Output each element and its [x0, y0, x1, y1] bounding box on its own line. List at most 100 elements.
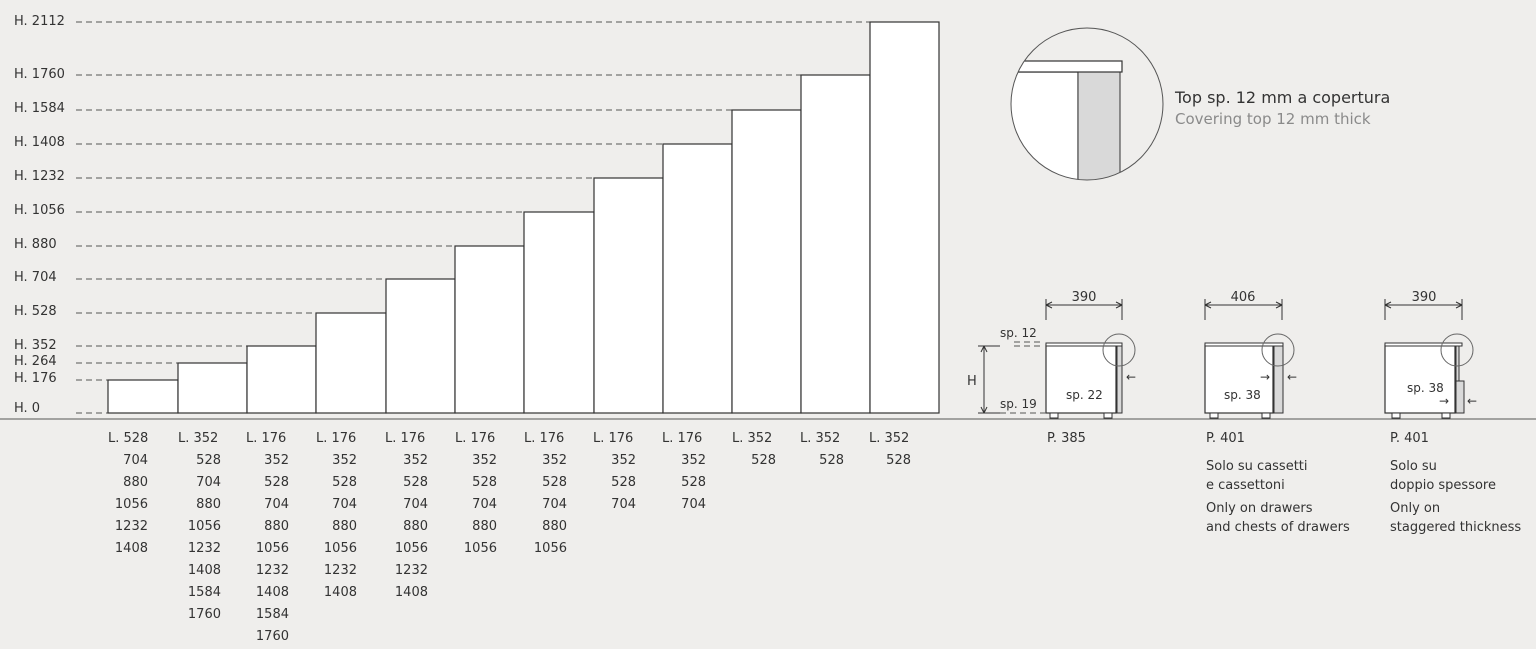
- column-value: 1584: [188, 585, 221, 600]
- box-col-4: [315, 312, 387, 414]
- arrow-icon: ←: [1467, 394, 1477, 408]
- column-value: 352: [332, 453, 357, 468]
- column-value: 1056: [256, 541, 289, 556]
- section-top: [1045, 342, 1123, 347]
- column-value: 880: [196, 497, 221, 512]
- base-thickness-label: sp. 19: [1000, 397, 1037, 411]
- column-value: 528: [332, 475, 357, 490]
- height-label: H. 1760: [14, 67, 65, 82]
- column-value: 1232: [395, 563, 428, 578]
- section-note: Only on: [1390, 501, 1440, 516]
- column-value: 704: [332, 497, 357, 512]
- section-detail-circle: [1440, 333, 1474, 367]
- section-cabinet: [1045, 344, 1117, 414]
- section-note: and chests of drawers: [1206, 520, 1350, 535]
- height-label: H. 528: [14, 304, 57, 319]
- height-label: H. 1584: [14, 101, 65, 116]
- column-value: 528: [542, 475, 567, 490]
- height-label: H. 176: [14, 371, 57, 386]
- box-col-2: [177, 362, 248, 414]
- height-label: H. 1056: [14, 203, 65, 218]
- box-col-6: [454, 245, 525, 414]
- width-column-2: L. 352 528 704 880 1056 1232 1408 1584 1…: [178, 431, 221, 622]
- column-value: 704: [472, 497, 497, 512]
- column-header: L. 352: [869, 431, 909, 446]
- detail-cabinet-side: [1011, 71, 1079, 180]
- column-value: 1232: [256, 563, 289, 578]
- column-value: 704: [264, 497, 289, 512]
- detail-magnifier-circle: [1010, 27, 1164, 181]
- width-column-6: L. 176 352 528 704 880 1056: [455, 431, 497, 556]
- width-column-9: L. 176 352 528 704: [662, 431, 706, 512]
- column-value: 880: [403, 519, 428, 534]
- column-value: 352: [264, 453, 289, 468]
- arrow-icon: →: [1439, 394, 1449, 408]
- column-value: 1408: [324, 585, 357, 600]
- width-column-10: L. 352 528: [732, 431, 776, 468]
- width-column-12: L. 352 528: [869, 431, 911, 468]
- height-label: H. 704: [14, 270, 57, 285]
- detail-door-panel: [1077, 71, 1121, 180]
- detail-title: Top sp. 12 mm a copertura: [1174, 88, 1390, 107]
- column-value: 1056: [534, 541, 567, 556]
- box-col-3: [246, 345, 317, 414]
- column-value: 528: [751, 453, 776, 468]
- column-value: 704: [403, 497, 428, 512]
- height-boxes: [107, 21, 940, 414]
- section-2: 406 sp. 38 → ← P. 401 Solo su cassetti e…: [1204, 290, 1350, 535]
- height-label: H. 264: [14, 354, 57, 369]
- height-guides: H. 0 H. 176 H. 264 H. 352 H. 528 H. 704 …: [14, 14, 870, 416]
- column-value: 352: [403, 453, 428, 468]
- height-marker: H: [967, 374, 977, 389]
- column-header: L. 176: [662, 431, 702, 446]
- width-columns: L. 528 704 880 1056 1232 1408 L. 352 528…: [108, 431, 911, 644]
- width-column-5: L. 176 352 528 704 880 1056 1232 1408: [385, 431, 428, 600]
- section-note: doppio spessore: [1390, 478, 1496, 493]
- section-thickness: sp. 38: [1224, 388, 1261, 402]
- arrow-icon: ←: [1287, 370, 1297, 384]
- box-col-5: [385, 278, 456, 414]
- section-note: e cassettoni: [1206, 478, 1285, 493]
- column-value: 880: [472, 519, 497, 534]
- width-column-8: L. 176 352 528 704: [593, 431, 636, 512]
- section-foot: [1049, 412, 1059, 419]
- column-value: 528: [264, 475, 289, 490]
- arrow-icon: →: [1260, 370, 1270, 384]
- column-value: 704: [196, 475, 221, 490]
- section-page: P. 385: [1047, 431, 1086, 446]
- column-value: 352: [472, 453, 497, 468]
- section-detail-circle: [1102, 333, 1136, 367]
- section-width: 390: [1412, 290, 1437, 305]
- section-page: P. 401: [1390, 431, 1429, 446]
- box-col-1: [107, 379, 179, 414]
- column-value: 528: [611, 475, 636, 490]
- height-label: H. 352: [14, 338, 57, 353]
- column-value: 1408: [115, 541, 148, 556]
- box-col-12: [869, 21, 940, 414]
- section-width: 406: [1231, 290, 1256, 305]
- height-label: H. 0: [14, 401, 40, 416]
- width-column-4: L. 176 352 528 704 880 1056 1232 1408: [316, 431, 357, 600]
- column-value: 528: [819, 453, 844, 468]
- width-column-11: L. 352 528: [800, 431, 844, 468]
- column-header: L. 352: [178, 431, 218, 446]
- section-page: P. 401: [1206, 431, 1245, 446]
- section-width: 390: [1072, 290, 1097, 305]
- height-label: H. 1408: [14, 135, 65, 150]
- top-detail: Top sp. 12 mm a copertura Covering top 1…: [1010, 27, 1390, 181]
- section-top: [1204, 342, 1284, 347]
- section-thickness: sp. 22: [1066, 388, 1103, 402]
- column-header: L. 176: [524, 431, 564, 446]
- section-note: Solo su cassetti: [1206, 459, 1308, 474]
- column-value: 1056: [115, 497, 148, 512]
- section-note: Solo su: [1390, 459, 1437, 474]
- section-foot: [1103, 412, 1113, 419]
- section-3: 390 sp. 38 → ← P. 401 Solo su doppio spe…: [1384, 290, 1521, 535]
- top-thickness-label: sp. 12: [1000, 326, 1037, 340]
- column-value: 880: [332, 519, 357, 534]
- section-cabinet: [1384, 344, 1456, 414]
- column-header: L. 176: [316, 431, 356, 446]
- column-value: 1056: [464, 541, 497, 556]
- column-value: 528: [403, 475, 428, 490]
